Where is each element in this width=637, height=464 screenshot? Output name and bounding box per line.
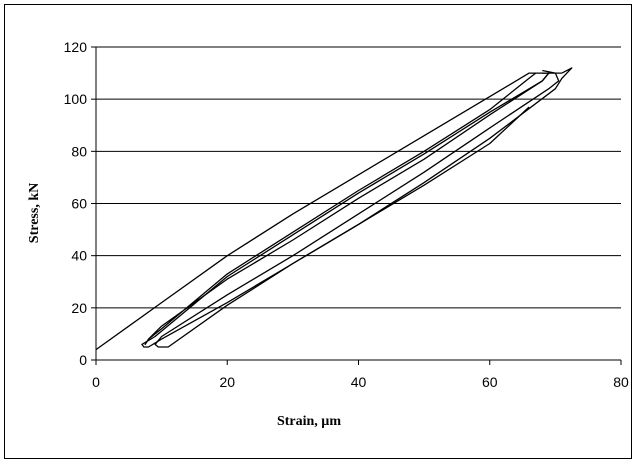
- series-line-2: [141, 67, 573, 348]
- axis-layer: [91, 46, 622, 365]
- y-tick-label-60: 60: [71, 196, 87, 212]
- y-tick-label-0: 0: [79, 352, 87, 368]
- grid-layer: [96, 46, 621, 309]
- y-tick-label-40: 40: [71, 248, 87, 264]
- y-axis-title: Stress, kN: [27, 183, 42, 243]
- series-line-1: [95, 72, 562, 351]
- y-tick-label-100: 100: [64, 91, 88, 107]
- x-axis-title: Strain, µm: [277, 414, 341, 429]
- stress-strain-chart: 0 20 40 60 80 100 120 0 20 40 60 80 Strain, µm Stre…: [27, 39, 629, 429]
- tick-layer: 0 20 40 60 80 100 120 0 20 40 60 80: [64, 39, 629, 390]
- x-tick-label-40: 40: [351, 374, 367, 390]
- y-tick-label-80: 80: [71, 143, 87, 159]
- x-tick-label-0: 0: [92, 374, 100, 390]
- series-layer: [95, 67, 573, 351]
- series-line-4: [154, 69, 560, 348]
- y-tick-label-20: 20: [71, 300, 87, 316]
- chart-frame: 0 20 40 60 80 100 120 0 20 40 60 80 Strain, µm Stre…: [4, 4, 632, 459]
- x-tick-label-60: 60: [482, 374, 498, 390]
- series-line-3: [144, 72, 550, 346]
- y-tick-label-120: 120: [64, 39, 88, 55]
- x-tick-label-80: 80: [613, 374, 629, 390]
- x-tick-label-20: 20: [219, 374, 235, 390]
